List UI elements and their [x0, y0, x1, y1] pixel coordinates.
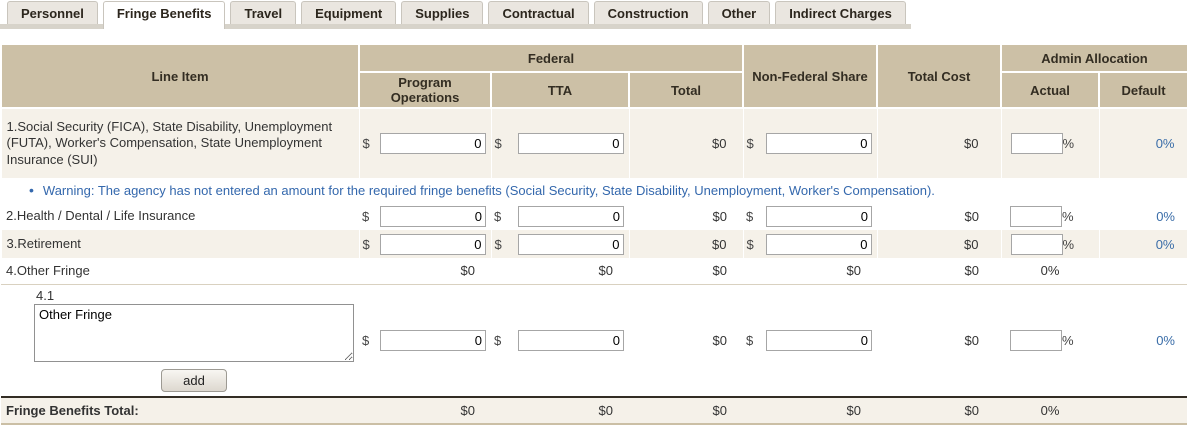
total-tta: $0	[491, 395, 629, 425]
health-total-cost: $0	[964, 208, 979, 224]
tab-fringe-benefits[interactable]: Fringe Benefits	[102, 1, 226, 29]
dollar-sign: $	[746, 332, 754, 348]
column-header-total-cost: Total Cost	[876, 43, 1002, 109]
dollar-sign: $	[746, 208, 754, 224]
dollar-sign: $	[362, 332, 370, 348]
column-header-tta: TTA	[490, 71, 630, 109]
other-fringe-program-operations: $0	[460, 263, 475, 279]
dollar-sign: $	[494, 236, 502, 252]
retirement-tta-input[interactable]	[517, 233, 624, 255]
column-header-line-item: Line Item	[0, 43, 360, 109]
tab-indirect-charges[interactable]: Indirect Charges	[775, 1, 906, 24]
health-default-percent: 0%	[1156, 208, 1175, 224]
health-tta-input[interactable]	[518, 205, 624, 227]
column-header-total: Total	[628, 71, 744, 109]
fringe-benefits-table: Line Item Federal Non-Federal Share Tota…	[0, 43, 1187, 425]
fica-program-operations-input[interactable]	[379, 133, 486, 154]
column-header-default: Default	[1098, 71, 1187, 109]
other-fringe-actual-percent-input[interactable]	[1010, 329, 1062, 351]
fica-total-cost: $0	[876, 108, 1002, 178]
tab-personnel[interactable]: Personnel	[7, 1, 98, 24]
percent-sign: %	[1062, 332, 1074, 348]
table-row-retirement: 3.Retirement $ $ $0 $ $0 % 0%	[0, 230, 1187, 258]
dollar-sign: $	[362, 136, 370, 151]
retirement-federal-total: $0	[628, 230, 744, 258]
other-fringe-total-cost: $0	[964, 263, 979, 279]
total-program-operations: $0	[359, 395, 491, 425]
tab-contractual[interactable]: Contractual	[488, 1, 589, 24]
dollar-sign: $	[362, 208, 370, 224]
total-default-percent	[1099, 395, 1187, 425]
retirement-non-federal-input[interactable]	[765, 233, 872, 255]
other-fringe-detail-default-percent: 0%	[1099, 283, 1187, 397]
bullet-icon: •	[29, 182, 34, 198]
tab-travel[interactable]: Travel	[230, 1, 297, 24]
other-fringe-program-operations-input[interactable]	[380, 329, 486, 351]
fica-tta-input[interactable]	[517, 133, 624, 154]
table-row-warning: • Warning: The agency has not entered an…	[1, 178, 1187, 202]
other-fringe-tta-input[interactable]	[518, 329, 624, 351]
warning-text: Warning: The agency has not entered an a…	[42, 182, 935, 198]
other-fringe-non-federal: $0	[846, 263, 861, 279]
other-fringe-detail-federal-total: $0	[629, 283, 743, 397]
line-item-label: 1.Social Security (FICA), State Disabili…	[0, 108, 360, 178]
percent-sign: %	[1062, 136, 1075, 151]
line-item-label: 3.Retirement	[0, 230, 360, 258]
add-button[interactable]: add	[161, 368, 227, 392]
fringe-warning-message: • Warning: The agency has not entered an…	[1, 182, 1187, 198]
total-actual-percent: 0%	[1001, 395, 1099, 425]
tab-equipment[interactable]: Equipment	[301, 1, 397, 24]
line-item-label: 4.Other Fringe	[6, 262, 90, 278]
health-non-federal-input[interactable]	[766, 205, 872, 227]
percent-sign: %	[1062, 208, 1074, 224]
tab-other[interactable]: Other	[707, 1, 771, 24]
sub-row-number: 4.1	[36, 287, 55, 303]
other-fringe-default-percent	[1099, 258, 1187, 284]
dollar-sign: $	[494, 208, 502, 224]
dollar-sign: $	[746, 236, 754, 252]
retirement-default-percent: 0%	[1098, 230, 1187, 258]
dollar-sign: $	[746, 136, 754, 151]
fringe-benefits-total-label: Fringe Benefits Total:	[1, 395, 359, 425]
fica-non-federal-input[interactable]	[765, 133, 872, 154]
health-actual-percent-input[interactable]	[1010, 205, 1062, 227]
column-header-program-operations: Program Operations	[358, 71, 492, 109]
column-header-actual: Actual	[1000, 71, 1100, 109]
fica-federal-total: $0	[628, 108, 744, 178]
total-non-federal: $0	[743, 395, 877, 425]
other-fringe-detail-total-cost: $0	[877, 283, 1001, 397]
other-fringe-federal-total: $0	[712, 263, 727, 279]
other-fringe-actual-percent: 0%	[1040, 263, 1060, 279]
column-group-admin-allocation: Admin Allocation	[1000, 43, 1187, 73]
line-item-label: 2.Health / Dental / Life Insurance	[6, 207, 196, 223]
retirement-program-operations-input[interactable]	[379, 233, 486, 255]
health-federal-total: $0	[712, 208, 727, 224]
other-fringe-description-textarea[interactable]: Other Fringe	[34, 303, 354, 362]
dollar-sign: $	[362, 236, 370, 252]
retirement-actual-percent-input[interactable]	[1010, 233, 1063, 255]
retirement-total-cost: $0	[876, 230, 1002, 258]
fica-default-percent: 0%	[1098, 108, 1187, 178]
other-fringe-non-federal-input[interactable]	[766, 329, 872, 351]
table-row-health-dental-life: 2.Health / Dental / Life Insurance $ $ $…	[1, 202, 1187, 230]
fica-actual-percent-input[interactable]	[1010, 133, 1063, 154]
table-row-other-fringe-detail: 4.1 Other Fringe add $ $ $0 $ $0	[1, 283, 1187, 397]
table-row-fringe-benefits-total: Fringe Benefits Total: $0 $0 $0 $0 $0 0%	[1, 395, 1187, 425]
health-program-operations-input[interactable]	[380, 205, 486, 227]
dollar-sign: $	[494, 136, 502, 151]
budget-category-tabbar: Personnel Fringe Benefits Travel Equipme…	[0, 1, 911, 29]
table-row-fica: 1.Social Security (FICA), State Disabili…	[0, 108, 1187, 178]
tab-construction[interactable]: Construction	[593, 1, 703, 24]
table-row-other-fringe: 4.Other Fringe $0 $0 $0 $0 $0 0%	[1, 258, 1187, 284]
tab-supplies[interactable]: Supplies	[401, 1, 484, 24]
column-group-federal: Federal	[358, 43, 744, 73]
other-fringe-tta: $0	[598, 263, 613, 279]
total-federal-total: $0	[629, 395, 743, 425]
column-header-non-federal-share: Non-Federal Share	[742, 43, 878, 109]
total-total-cost: $0	[877, 395, 1001, 425]
dollar-sign: $	[494, 332, 502, 348]
percent-sign: %	[1062, 236, 1075, 252]
